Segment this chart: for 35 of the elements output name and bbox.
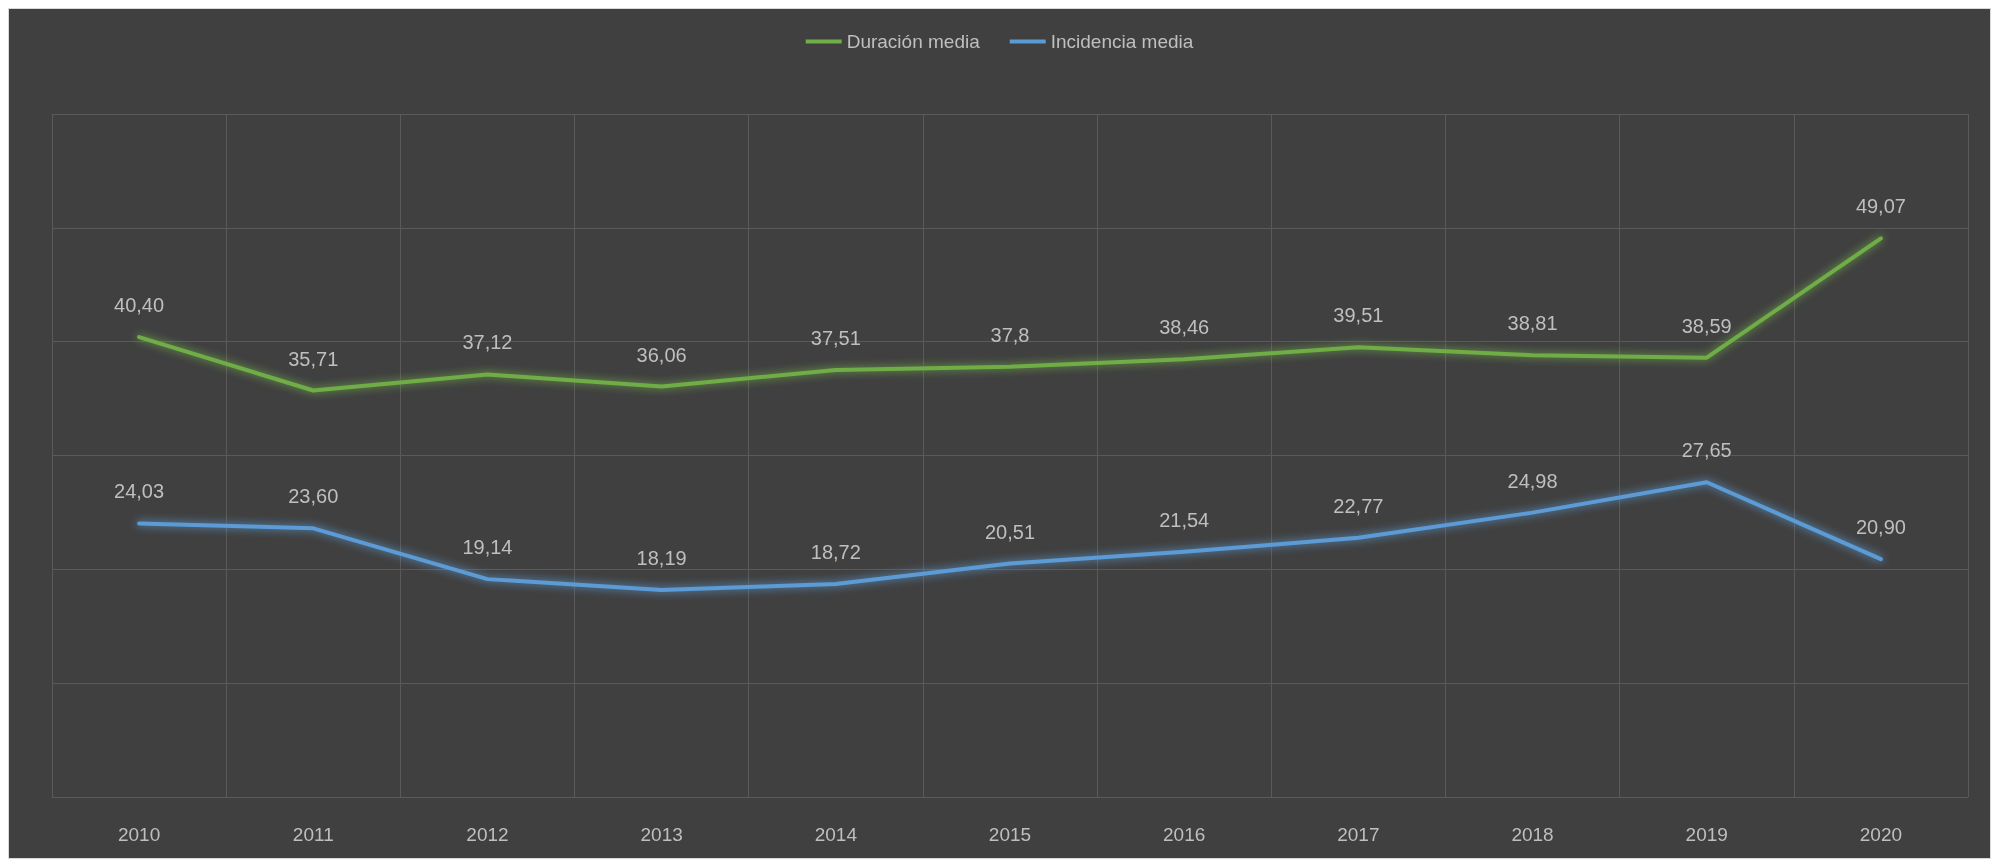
- data-label: 39,51: [1333, 304, 1384, 327]
- data-label: 40,40: [114, 294, 165, 317]
- data-label: 37,51: [810, 327, 861, 350]
- legend-label: Duración media: [846, 31, 981, 52]
- data-label: 38,59: [1681, 314, 1732, 337]
- x-tick-label: 2010: [117, 824, 161, 845]
- x-tick-label: 2011: [292, 824, 334, 845]
- x-tick-label: 2013: [640, 824, 683, 845]
- data-label: 20,51: [984, 520, 1036, 543]
- legend-label: Incidencia media: [1050, 31, 1194, 52]
- data-label: 20,90: [1855, 516, 1906, 539]
- x-tick-label: 2016: [1163, 824, 1206, 845]
- x-tick-label: 2019: [1685, 824, 1728, 845]
- x-tick-label: 2012: [466, 824, 509, 845]
- data-label: 18,72: [810, 540, 861, 563]
- data-label: 22,77: [1333, 494, 1384, 517]
- data-label: 35,71: [288, 347, 339, 370]
- data-label: 23,60: [288, 485, 339, 508]
- data-label: 36,06: [636, 343, 687, 366]
- data-label: 18,19: [636, 546, 687, 569]
- data-label: 38,46: [1159, 316, 1210, 339]
- x-tick-label: 2017: [1337, 824, 1380, 845]
- x-tick-label: 2020: [1859, 824, 1903, 845]
- data-label: 21,54: [1159, 508, 1210, 531]
- data-label: 37,8: [990, 323, 1030, 346]
- data-label: 37,12: [462, 331, 513, 354]
- x-tick-label: 2014: [814, 824, 858, 845]
- x-tick-label: 2018: [1511, 824, 1554, 845]
- data-label: 38,81: [1507, 312, 1558, 335]
- data-label: 49,07: [1855, 195, 1906, 218]
- data-label: 19,14: [462, 536, 513, 559]
- data-label: 24,98: [1507, 469, 1558, 492]
- x-tick-label: 2015: [988, 824, 1032, 845]
- data-label: 24,03: [114, 480, 165, 503]
- data-label: 27,65: [1681, 439, 1732, 462]
